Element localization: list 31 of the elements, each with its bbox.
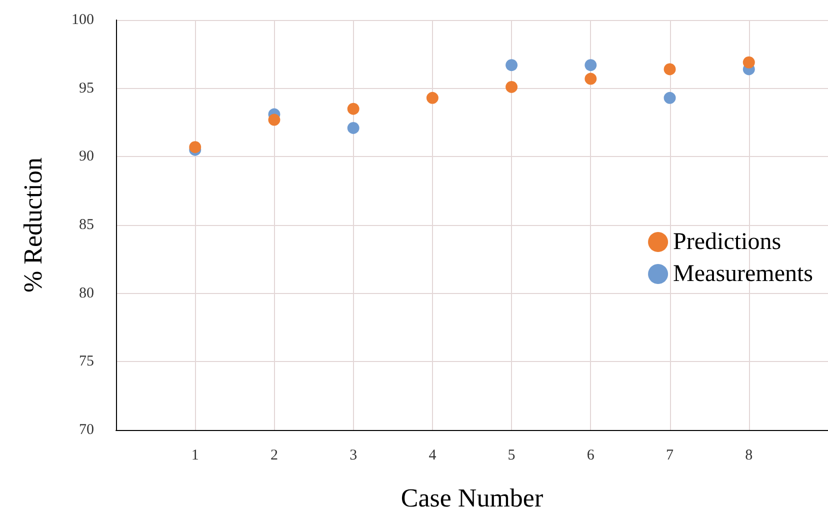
point xyxy=(268,114,280,126)
point xyxy=(584,59,597,72)
point xyxy=(347,122,360,134)
x-tick-label: 5 xyxy=(508,448,516,464)
point xyxy=(189,141,202,154)
y-axis-title: % Reduction xyxy=(18,157,48,293)
y-tick-label: 70 xyxy=(79,422,94,438)
x-tick-label: 4 xyxy=(428,448,437,464)
y-tick-label: 75 xyxy=(79,354,94,370)
legend-label: Predictions xyxy=(673,229,782,255)
y-tick-label: 100 xyxy=(72,12,94,28)
point xyxy=(584,72,597,85)
y-tick-label: 85 xyxy=(79,217,94,233)
y-tick-label: 80 xyxy=(79,285,94,302)
y-tick-label: 95 xyxy=(79,80,94,96)
x-axis-title: Case Number xyxy=(400,484,544,512)
point xyxy=(664,92,676,104)
point xyxy=(506,59,518,72)
legend-label: Measurements xyxy=(673,261,814,287)
point xyxy=(742,56,755,68)
y-tick-label: 90 xyxy=(79,148,94,165)
point xyxy=(664,63,676,76)
point xyxy=(426,92,438,104)
x-tick-label: 7 xyxy=(666,448,674,464)
x-tick-label: 2 xyxy=(270,448,278,464)
x-tick-label: 3 xyxy=(350,448,358,464)
x-tick-label: 1 xyxy=(191,448,199,464)
x-tick-label: 8 xyxy=(745,448,753,464)
point xyxy=(347,102,360,115)
point xyxy=(506,80,518,93)
x-tick-label: 6 xyxy=(586,448,595,464)
